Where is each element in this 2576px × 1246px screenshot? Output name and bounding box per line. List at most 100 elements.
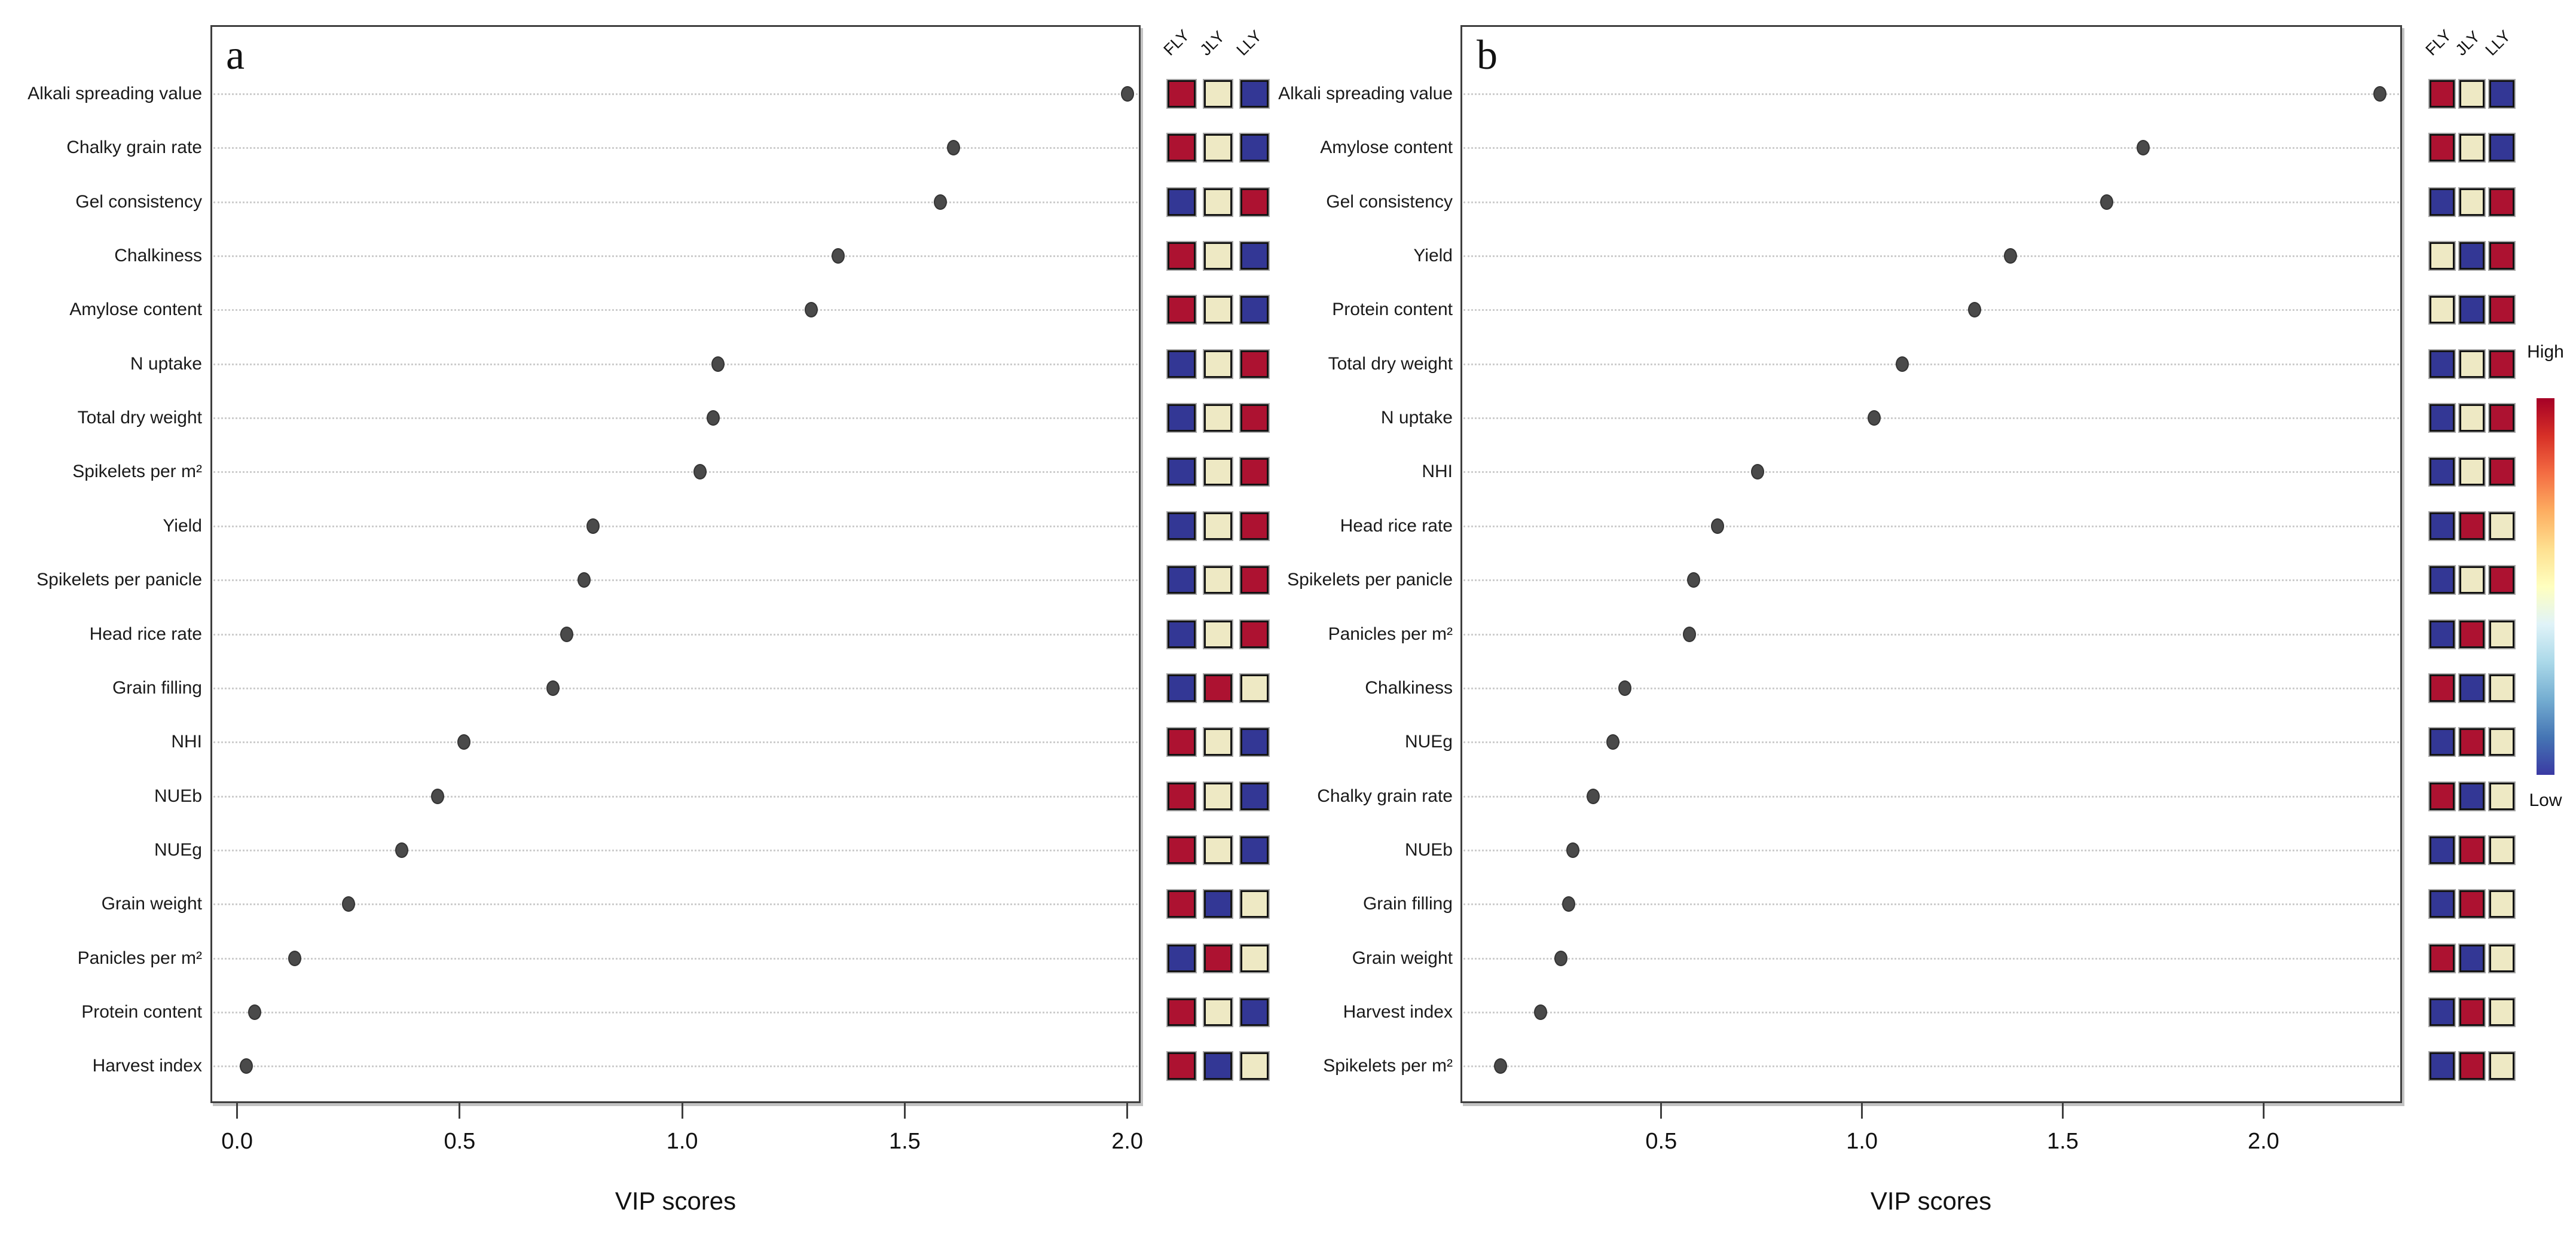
heat-column-header-jly: JLY [2452,28,2484,59]
vip-dot [831,248,845,264]
heat-cell-jly [2459,998,2485,1026]
legend-low-label: Low [2529,790,2562,810]
heat-cell-lly [1240,836,1269,864]
heat-cell-lly [2489,134,2514,162]
heat-cell-fly [2430,458,2455,486]
category-label: Grain weight [101,894,202,914]
row-gridline [1463,903,2399,906]
x-tick-label: 2.0 [1111,1129,1144,1154]
x-tick-mark [681,1103,683,1119]
x-tick-mark [2061,1103,2064,1119]
row-gridline [213,93,1138,95]
heat-cell-lly [1240,620,1269,648]
heat-cell-jly [2459,944,2485,972]
heat-cell-fly [1168,134,1196,162]
heat-column-header-fly: FLY [1160,26,1193,59]
vip-dot [546,680,560,696]
category-label: Spikelets per panicle [36,570,202,590]
heat-cell-lly [1240,188,1269,216]
x-tick-mark [903,1103,906,1119]
legend-color-gradient-bar [2537,398,2554,775]
row-gridline [213,147,1138,149]
category-label: Chalky grain rate [1317,786,1453,806]
vip-dot [1554,950,1567,966]
x-tick-mark [236,1103,239,1119]
category-label: Chalky grain rate [66,138,202,158]
row-gridline [1463,849,2399,851]
row-gridline [213,1011,1138,1013]
heat-cell-jly [2459,890,2485,918]
row-gridline [213,363,1138,365]
heat-cell-lly [2489,566,2514,594]
heat-cell-fly [2430,782,2455,810]
heat-cell-jly [2459,188,2485,216]
heat-cell-jly [2459,728,2485,756]
row-gridline [1463,93,2399,95]
heat-cell-lly [1240,728,1269,756]
category-label: Spikelets per m² [72,462,202,482]
category-label: Protein content [81,1001,202,1022]
heat-cell-fly [1168,350,1196,378]
heat-cell-jly [2459,296,2485,324]
heat-cell-fly [2430,890,2455,918]
heat-cell-fly [2430,404,2455,432]
heat-cell-fly [2430,836,2455,864]
heat-cell-jly [1204,944,1232,972]
heat-column-header-jly: JLY [1196,28,1229,59]
vip-dot [560,626,573,642]
category-label: Panicles per m² [77,948,202,968]
heat-cell-fly [1168,242,1196,270]
category-label: Head rice rate [1340,515,1453,536]
heat-cell-fly [2430,674,2455,702]
panel-a-plot-area [210,25,1141,1103]
x-tick-label: 1.5 [888,1129,921,1154]
row-gridline [1463,201,2399,203]
row-gridline [213,201,1138,203]
heat-cell-fly [2430,944,2455,972]
category-label: NUEg [154,839,202,860]
x-tick-label: 0.0 [221,1129,253,1154]
category-label: Spikelets per panicle [1287,570,1453,590]
heat-cell-fly [2430,80,2455,108]
heat-cell-fly [2430,134,2455,162]
heat-cell-lly [2489,188,2514,216]
heat-cell-lly [2489,242,2514,270]
heat-cell-fly [2430,350,2455,378]
x-tick-mark [2262,1103,2265,1119]
heat-cell-jly [2459,782,2485,810]
heat-cell-lly [2489,728,2514,756]
row-gridline [213,741,1138,744]
heat-cell-fly [1168,512,1196,540]
legend-high-label: High [2527,342,2564,362]
heat-cell-jly [1204,998,1232,1026]
vip-dot [1534,1004,1548,1020]
x-tick-mark [1660,1103,1663,1119]
heat-cell-jly [1204,620,1232,648]
row-gridline [213,1065,1138,1068]
x-tick-label: 2.0 [2247,1129,2279,1154]
heat-column-header-lly: LLY [1233,26,1266,59]
heat-cell-lly [2489,890,2514,918]
heat-cell-lly [1240,134,1269,162]
heat-cell-lly [2489,80,2514,108]
heat-cell-fly [2430,566,2455,594]
vip-dot [586,518,600,534]
row-gridline [1463,147,2399,149]
vip-dot [1751,464,1764,480]
heat-cell-lly [1240,296,1269,324]
heat-cell-lly [2489,296,2514,324]
heat-cell-jly [1204,836,1232,864]
row-gridline [213,633,1138,636]
x-tick-label: 1.5 [2047,1129,2079,1154]
vip-dot [1867,410,1881,426]
category-label: NHI [1422,462,1453,482]
row-gridline [1463,417,2399,420]
heat-cell-fly [1168,566,1196,594]
heat-cell-jly [2459,674,2485,702]
vip-dot [430,788,444,804]
heat-cell-jly [2459,566,2485,594]
x-tick-label: 0.5 [1645,1129,1677,1154]
heat-cell-jly [2459,620,2485,648]
vip-dot [2373,86,2387,102]
vip-dot [2100,194,2114,210]
